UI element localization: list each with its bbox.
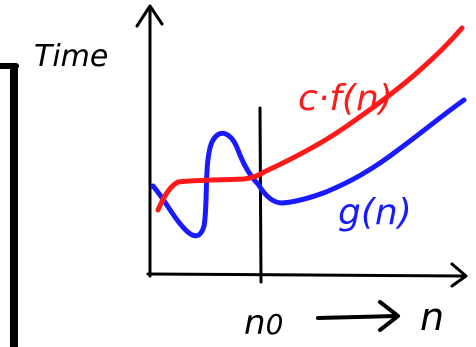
- x-axis: [146, 272, 466, 278]
- ylabel-text: Time: [34, 39, 108, 74]
- threshold-label-subscript: 0: [266, 308, 284, 341]
- threshold-label: n0: [244, 303, 283, 343]
- xlabel-text: n: [420, 295, 444, 339]
- upper-curve-label: c·f(n): [298, 78, 393, 119]
- lower-curve-label: g(n): [338, 192, 412, 233]
- x-axis-arrowhead: [450, 262, 468, 288]
- threshold-line: [258, 106, 263, 284]
- n-arrow: [316, 314, 398, 320]
- n-arrow-head: [378, 300, 400, 332]
- lower-curve: [150, 97, 467, 239]
- upper-curve: [155, 25, 465, 213]
- threshold-label-main: n: [244, 303, 266, 343]
- y-axis-arrowhead: [135, 4, 164, 28]
